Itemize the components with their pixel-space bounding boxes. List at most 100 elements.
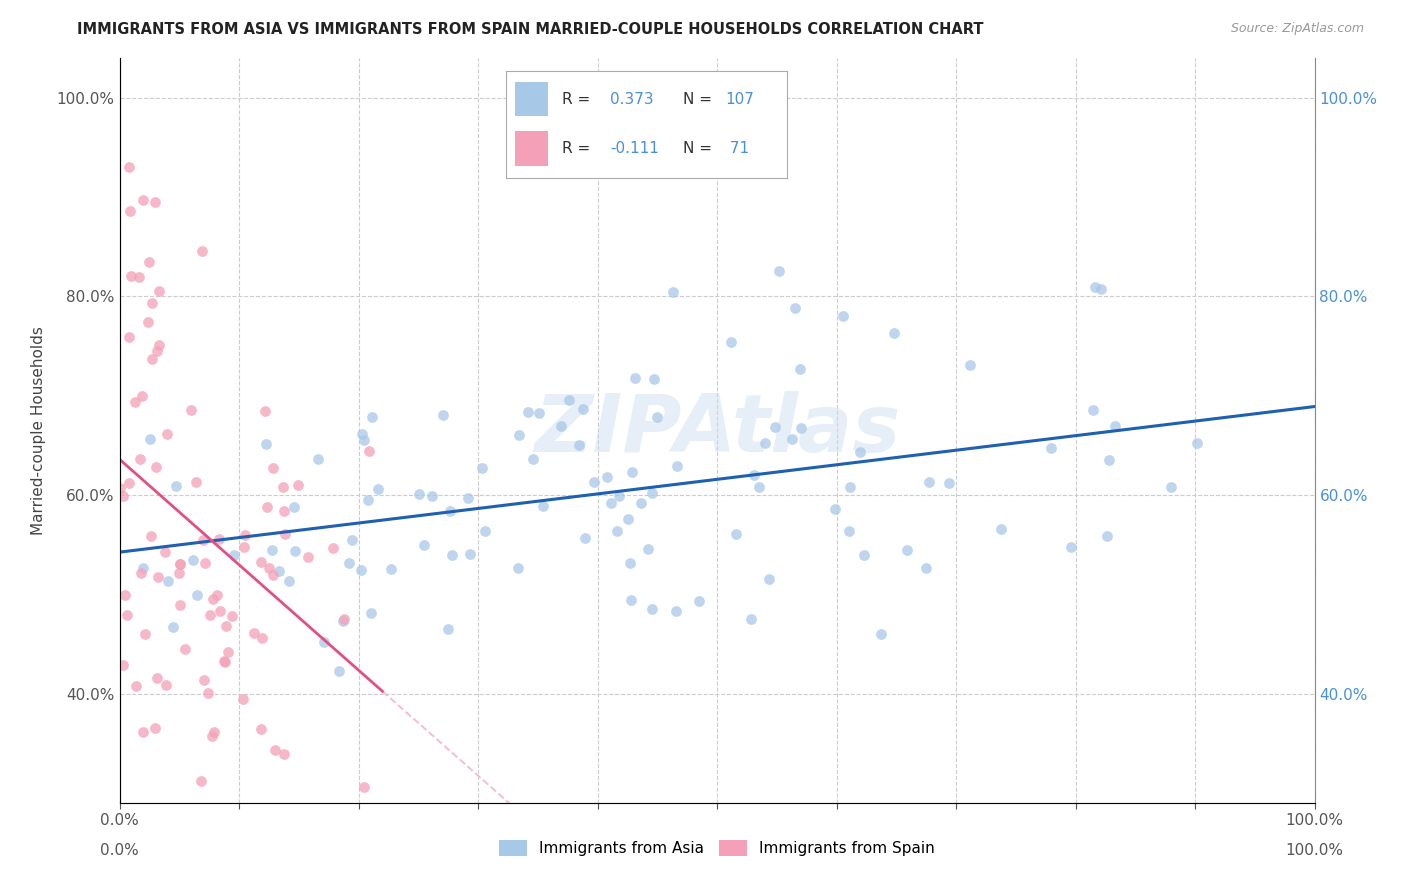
Point bbox=[233, 540, 256, 554]
Point bbox=[233, 527, 256, 541]
Point bbox=[193, 556, 215, 570]
Point bbox=[138, 255, 160, 269]
Point bbox=[959, 359, 981, 373]
Point bbox=[232, 692, 254, 706]
Point bbox=[249, 723, 271, 737]
Point bbox=[162, 620, 184, 634]
Point bbox=[274, 527, 297, 541]
Text: -0.111: -0.111 bbox=[610, 141, 659, 156]
Point bbox=[838, 524, 860, 538]
Point bbox=[169, 566, 191, 581]
Point bbox=[896, 542, 918, 557]
Point bbox=[1060, 540, 1083, 554]
Point bbox=[763, 419, 786, 434]
Point bbox=[322, 541, 344, 555]
Text: IMMIGRANTS FROM ASIA VS IMMIGRANTS FROM SPAIN MARRIED-COUPLE HOUSEHOLDS CORRELAT: IMMIGRANTS FROM ASIA VS IMMIGRANTS FROM … bbox=[77, 22, 984, 37]
Point bbox=[596, 469, 619, 483]
Point bbox=[831, 309, 853, 323]
Point bbox=[156, 574, 179, 588]
Point bbox=[169, 558, 191, 572]
Point bbox=[115, 607, 138, 622]
Point bbox=[506, 561, 529, 575]
Point bbox=[367, 482, 389, 496]
Point bbox=[174, 642, 197, 657]
Point bbox=[1185, 436, 1208, 450]
Point bbox=[120, 204, 142, 219]
Point bbox=[136, 315, 159, 329]
Point bbox=[124, 395, 146, 409]
Point bbox=[155, 678, 177, 692]
Point bbox=[131, 389, 153, 403]
Point bbox=[143, 194, 166, 209]
Point bbox=[146, 570, 169, 584]
Point bbox=[457, 491, 479, 506]
Point bbox=[181, 553, 204, 567]
Point bbox=[422, 489, 444, 503]
Point bbox=[148, 284, 170, 298]
Point bbox=[208, 532, 231, 546]
Point bbox=[143, 721, 166, 735]
Point bbox=[643, 372, 665, 386]
Point bbox=[314, 635, 336, 649]
Point bbox=[267, 564, 290, 578]
Point bbox=[224, 549, 246, 563]
Point bbox=[641, 486, 664, 500]
Point bbox=[1097, 453, 1119, 467]
Point bbox=[139, 433, 162, 447]
Point bbox=[262, 460, 284, 475]
Point bbox=[361, 410, 384, 425]
Point bbox=[190, 774, 212, 789]
Point bbox=[870, 627, 893, 641]
Point bbox=[340, 533, 363, 548]
Point bbox=[169, 557, 191, 571]
Point bbox=[688, 594, 710, 608]
Point bbox=[1090, 282, 1112, 296]
Point bbox=[458, 547, 481, 561]
Point bbox=[132, 193, 155, 207]
Point bbox=[252, 632, 274, 646]
Point bbox=[214, 656, 236, 670]
Point bbox=[141, 351, 163, 366]
Point bbox=[574, 531, 596, 545]
Point bbox=[620, 465, 643, 479]
Point bbox=[114, 588, 136, 602]
Point bbox=[617, 512, 640, 526]
Point bbox=[724, 526, 747, 541]
Point bbox=[259, 560, 281, 574]
Point bbox=[1104, 418, 1126, 433]
Point bbox=[333, 611, 356, 625]
Point bbox=[508, 428, 530, 442]
Point bbox=[284, 544, 307, 558]
Point bbox=[256, 500, 278, 515]
Point bbox=[432, 408, 454, 422]
Point bbox=[307, 452, 329, 467]
Point bbox=[353, 780, 375, 794]
Text: N =: N = bbox=[683, 92, 717, 107]
Point bbox=[208, 604, 231, 618]
Point bbox=[720, 335, 742, 350]
Point bbox=[169, 598, 191, 612]
Point bbox=[118, 475, 141, 490]
Point bbox=[242, 625, 264, 640]
Point bbox=[184, 475, 207, 489]
Point bbox=[839, 480, 862, 494]
Point bbox=[217, 645, 239, 659]
Point bbox=[380, 562, 402, 576]
Point bbox=[186, 588, 208, 602]
Point bbox=[665, 603, 688, 617]
Point bbox=[768, 264, 790, 278]
Point bbox=[131, 725, 153, 739]
Point bbox=[297, 549, 319, 564]
Point bbox=[350, 563, 373, 577]
Point bbox=[754, 435, 776, 450]
Point bbox=[758, 572, 780, 586]
Point bbox=[118, 160, 141, 174]
Point bbox=[337, 556, 360, 570]
Point bbox=[180, 403, 202, 417]
Point bbox=[254, 436, 277, 450]
Point bbox=[141, 296, 163, 310]
Point bbox=[1083, 403, 1105, 417]
Point bbox=[619, 557, 641, 571]
Point bbox=[568, 438, 591, 452]
Point bbox=[474, 524, 496, 538]
